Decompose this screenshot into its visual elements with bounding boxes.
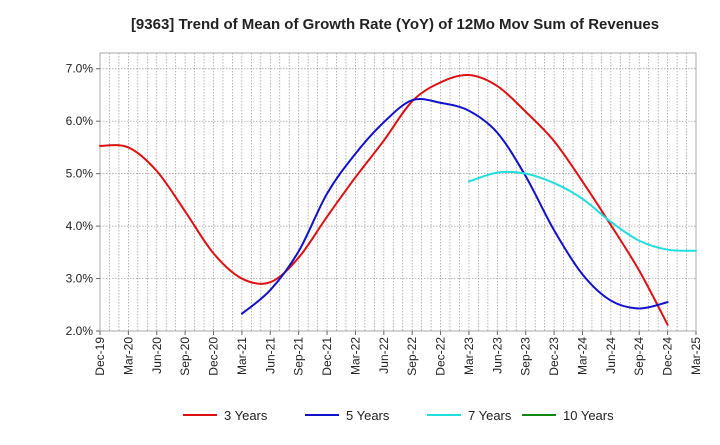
x-tick-label: Mar-22	[348, 337, 362, 375]
x-tick-label: Jun-22	[377, 337, 391, 374]
y-tick-label: 2.0%	[66, 324, 94, 338]
x-tick-label: Mar-20	[121, 337, 135, 375]
y-tick-label: 7.0%	[66, 62, 94, 76]
x-tick-label: Mar-24	[575, 337, 589, 375]
y-tick-label: 4.0%	[66, 219, 94, 233]
y-axis: 2.0% 3.0% 4.0% 5.0% 6.0% 7.0%	[66, 62, 100, 338]
x-tick-label: Sep-22	[405, 337, 419, 376]
chart-svg: [9363] Trend of Mean of Growth Rate (YoY…	[0, 0, 720, 440]
legend-label-3-years: 3 Years	[224, 408, 268, 423]
x-tick-label: Dec-21	[320, 337, 334, 376]
x-tick-label: Mar-21	[235, 337, 249, 375]
x-tick-label: Dec-22	[434, 337, 448, 376]
legend-label-7-years: 7 Years	[468, 408, 512, 423]
y-tick-label: 3.0%	[66, 272, 94, 286]
legend-label-5-years: 5 Years	[346, 408, 390, 423]
x-tick-label: Mar-25	[689, 337, 703, 375]
legend-label-10-years: 10 Years	[563, 408, 614, 423]
x-tick-label: Dec-19	[93, 337, 107, 376]
y-tick-label: 6.0%	[66, 114, 94, 128]
x-tick-label: Sep-23	[519, 337, 533, 376]
x-tick-label: Jun-20	[150, 337, 164, 374]
x-tick-label: Sep-21	[292, 337, 306, 376]
legend: 3 Years 5 Years 7 Years 10 Years	[183, 408, 614, 423]
x-tick-label: Mar-23	[462, 337, 476, 375]
x-tick-label: Sep-24	[632, 337, 646, 376]
y-tick-label: 5.0%	[66, 167, 94, 181]
x-tick-label: Jun-24	[604, 337, 618, 374]
x-tick-label: Jun-21	[263, 337, 277, 374]
x-tick-label: Jun-23	[490, 337, 504, 374]
x-tick-label: Sep-20	[178, 337, 192, 376]
chart-title: [9363] Trend of Mean of Growth Rate (YoY…	[131, 16, 659, 33]
plot-area	[100, 53, 696, 331]
x-axis: Dec-19 Mar-20 Jun-20 Sep-20 Dec-20 Mar-21 Jun-…	[93, 331, 703, 376]
chart: [9363] Trend of Mean of Growth Rate (YoY…	[0, 0, 720, 440]
x-tick-label: Dec-20	[207, 337, 221, 376]
x-tick-label: Dec-24	[661, 337, 675, 376]
x-tick-label: Dec-23	[547, 337, 561, 376]
